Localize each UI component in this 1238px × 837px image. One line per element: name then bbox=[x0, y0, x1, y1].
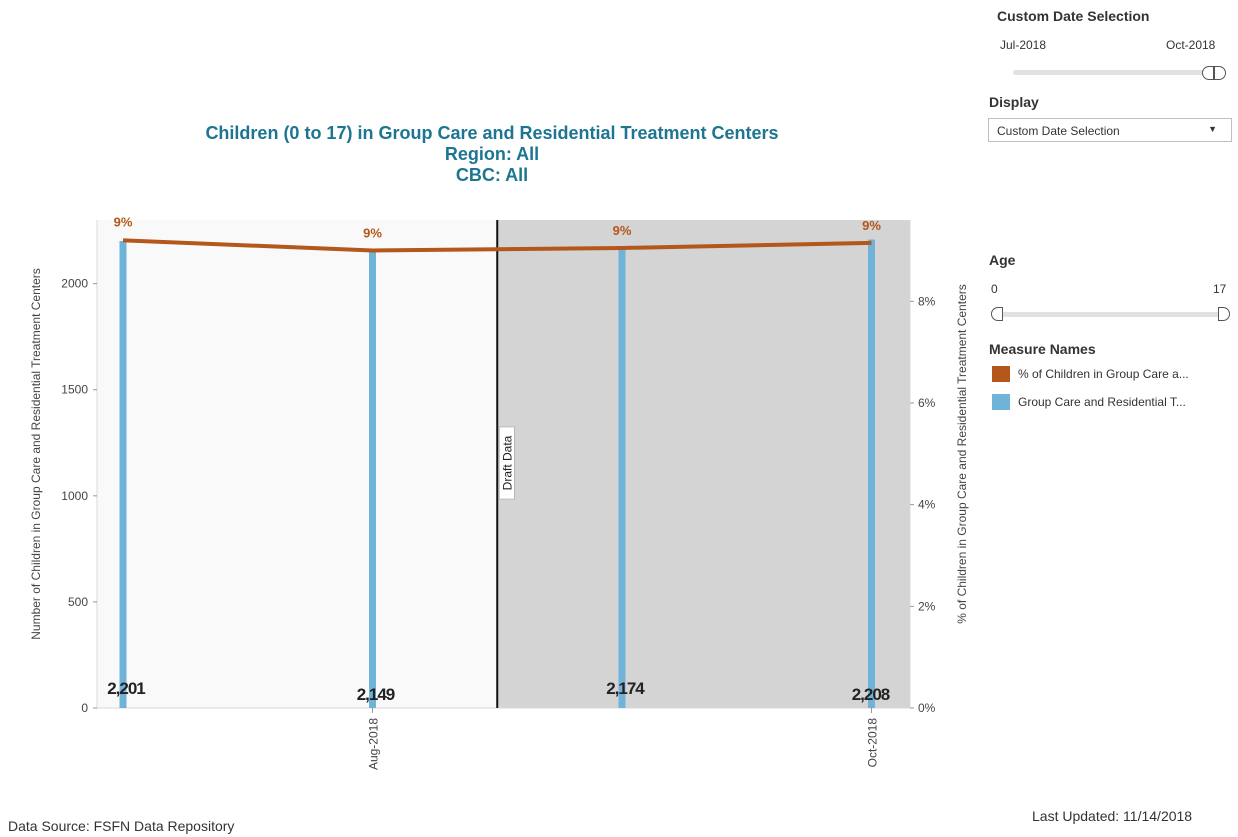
right-tick-label: 4% bbox=[918, 498, 936, 512]
data-source: Data Source: FSFN Data Repository bbox=[8, 818, 235, 834]
right-axis-title: % of Children in Group Care and Resident… bbox=[955, 284, 969, 624]
percent-data-label: 9% bbox=[363, 226, 382, 241]
bar-data-label: 2,208 bbox=[852, 685, 890, 704]
left-tick-label: 1000 bbox=[61, 489, 88, 503]
age-title: Age bbox=[989, 252, 1016, 268]
bar bbox=[369, 252, 376, 708]
right-tick-label: 2% bbox=[918, 599, 936, 613]
date-slider-track[interactable] bbox=[1013, 70, 1218, 75]
legend-label-percent: % of Children in Group Care a... bbox=[1018, 367, 1189, 381]
chevron-down-icon[interactable]: ▼ bbox=[1208, 124, 1217, 134]
date-end-label: Oct-2018 bbox=[1166, 38, 1216, 52]
date-start-label: Jul-2018 bbox=[1000, 38, 1047, 52]
legend-swatch-percent bbox=[992, 366, 1010, 382]
display-dropdown-value: Custom Date Selection bbox=[997, 124, 1120, 138]
chart-title-line: Children (0 to 17) in Group Care and Res… bbox=[205, 123, 778, 143]
bar bbox=[119, 241, 127, 708]
left-tick-label: 0 bbox=[81, 701, 88, 715]
date-slider-end-handle[interactable] bbox=[1214, 66, 1226, 80]
percent-line bbox=[122, 238, 872, 253]
percent-data-label: 9% bbox=[114, 214, 133, 229]
bar bbox=[868, 239, 875, 708]
bar bbox=[618, 246, 626, 708]
draft-label-box bbox=[499, 426, 515, 500]
bar-data-label: 2,174 bbox=[606, 679, 645, 698]
left-axis-title: Number of Children in Group Care and Res… bbox=[29, 268, 43, 640]
percent-data-label: 9% bbox=[862, 218, 881, 233]
age-slider-track[interactable] bbox=[995, 312, 1220, 317]
legend-swatch-count bbox=[992, 394, 1010, 410]
draft-data-region bbox=[497, 220, 910, 708]
age-slider-max-handle[interactable] bbox=[1218, 307, 1230, 321]
percent-data-label: 9% bbox=[613, 223, 632, 238]
x-tick-label: Oct-2018 bbox=[866, 718, 880, 768]
age-max-label: 17 bbox=[1213, 282, 1227, 296]
right-tick-label: 0% bbox=[918, 701, 936, 715]
left-tick-label: 500 bbox=[68, 595, 88, 609]
plot-area bbox=[97, 220, 498, 708]
display-title: Display bbox=[989, 94, 1039, 110]
chart-title-line: Region: All bbox=[445, 144, 539, 164]
bar-data-label: 2,149 bbox=[357, 685, 395, 704]
date-selection-title: Custom Date Selection bbox=[997, 8, 1150, 24]
x-tick-label: Aug-2018 bbox=[367, 718, 381, 770]
left-tick-label: 2000 bbox=[61, 277, 88, 291]
last-updated: Last Updated: 11/14/2018 bbox=[1032, 808, 1193, 824]
bar-data-label: 2,201 bbox=[107, 679, 145, 698]
draft-data-label: Draft Data bbox=[500, 435, 514, 490]
right-tick-label: 6% bbox=[918, 396, 936, 410]
date-slider-start-handle[interactable] bbox=[1202, 66, 1214, 80]
age-min-label: 0 bbox=[991, 282, 998, 296]
display-dropdown[interactable]: Custom Date Selection ▼ bbox=[988, 118, 1232, 142]
chart-title-line: CBC: All bbox=[456, 165, 528, 185]
age-slider-min-handle[interactable] bbox=[991, 307, 1003, 321]
right-tick-label: 8% bbox=[918, 294, 936, 308]
legend-title: Measure Names bbox=[989, 341, 1096, 357]
legend-label-count: Group Care and Residential T... bbox=[1018, 395, 1186, 409]
left-tick-label: 1500 bbox=[61, 383, 88, 397]
